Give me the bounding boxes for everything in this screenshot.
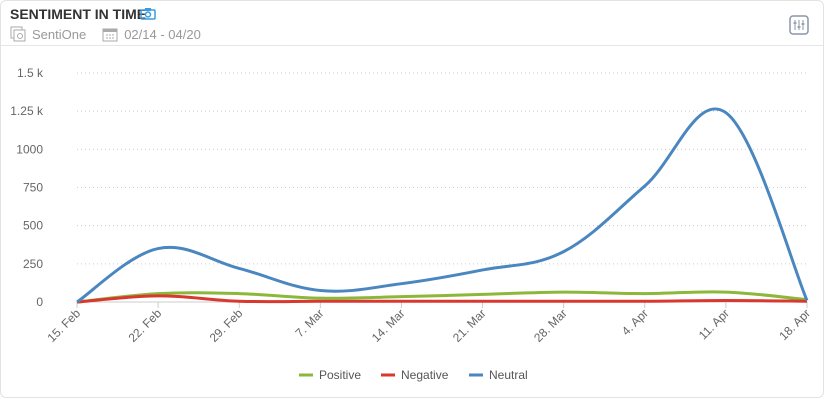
widget-title: SENTIMENT IN TIME (10, 6, 147, 22)
x-tick-label: 22. Feb (126, 306, 165, 345)
x-tick-label: 28. Mar (531, 306, 570, 345)
x-tick-label: 21. Mar (450, 306, 489, 345)
y-tick-label: 1.25 k (10, 104, 44, 118)
camera-icon[interactable] (140, 7, 156, 20)
series-line-negative (76, 294, 808, 304)
source-icon (10, 26, 26, 42)
x-tick-label: 15. Feb (44, 306, 83, 345)
legend-item-positive[interactable]: Positive (319, 368, 361, 382)
source-label: SentiOne (32, 26, 87, 42)
series-line-positive (76, 290, 808, 304)
legend-item-neutral[interactable]: Neutral (489, 368, 528, 382)
y-tick-label: 500 (23, 219, 43, 233)
x-tick-label: 7. Mar (293, 306, 327, 340)
y-tick-label: 0 (36, 295, 43, 309)
widget-header: SENTIMENT IN TIME SentiOne 02/14 - 04/20 (1, 1, 823, 46)
settings-sliders-icon[interactable] (789, 15, 809, 35)
legend-item-negative[interactable]: Negative (401, 368, 449, 382)
x-tick-label: 18. Apr (776, 306, 813, 343)
y-tick-label: 1.5 k (17, 66, 44, 80)
y-tick-label: 750 (23, 181, 43, 195)
calendar-icon (102, 28, 118, 42)
y-tick-label: 1000 (16, 142, 43, 156)
date-range[interactable]: 02/14 - 04/20 (124, 26, 201, 42)
series-line-neutral (76, 107, 809, 304)
x-tick-label: 4. Apr (619, 306, 651, 338)
x-tick-label: 14. Mar (369, 306, 408, 345)
x-tick-label: 29. Feb (207, 306, 246, 345)
y-tick-label: 250 (23, 257, 43, 271)
x-tick-label: 11. Apr (696, 306, 732, 342)
line-chart: 0 250 500 750 1000 1.25 k 1.5 k 15. Feb 22. Feb 2… (10, 66, 813, 382)
